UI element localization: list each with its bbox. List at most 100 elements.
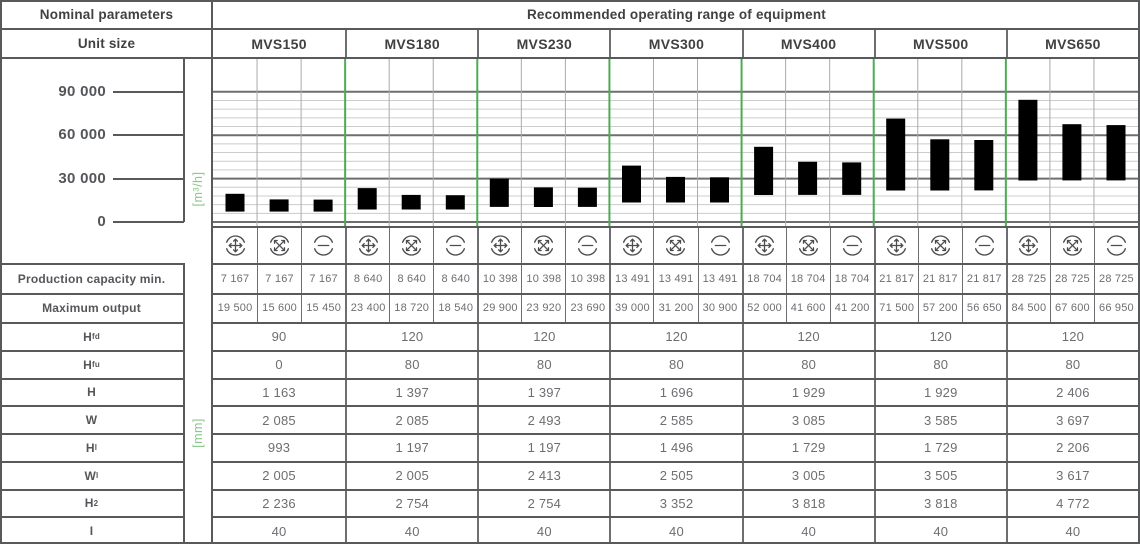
dimension-value: 2 005 <box>262 468 296 484</box>
dimension-value: 1 929 <box>873 379 1006 406</box>
dimension-value: 1 929 <box>741 379 874 406</box>
production-min-value: 7 167 <box>220 272 250 285</box>
dimension-value: 80 <box>873 351 1006 378</box>
dimension-value: 40 <box>741 518 874 544</box>
y-tick-line <box>113 134 184 137</box>
range-bar <box>974 140 994 191</box>
minus-circle-icon <box>974 235 994 256</box>
cross-circle-icon <box>930 235 950 256</box>
plus-circle-icon <box>1019 235 1039 256</box>
dimension-value: 80 <box>477 351 609 378</box>
dimension-value: 120 <box>345 324 477 350</box>
dimension-value: 80 <box>1005 351 1138 378</box>
minus-circle-icon <box>1106 235 1126 256</box>
column-header-mvs650: MVS650 <box>1005 30 1138 57</box>
maximum-output-value: 84 500 <box>1005 294 1050 322</box>
cross-circle-icon <box>270 235 290 256</box>
minus-circle-icon <box>710 235 730 256</box>
maximum-output-values: 19 500 15 600 15 450 23 400 18 720 18 540 29 9… <box>213 292 1138 322</box>
pressure-mode-cell <box>609 228 653 263</box>
range-bar <box>357 188 377 210</box>
dimension-value: 1 197 <box>345 435 477 461</box>
range-bar <box>225 193 245 212</box>
minus-circle-icon <box>314 235 334 256</box>
dimension-row: 2 085 2 085 2 493 2 585 3 085 3 585 3 697 <box>213 405 1138 433</box>
dimension-value: 2 413 <box>477 462 609 489</box>
maximum-output-value: 56 650 <box>961 294 1006 322</box>
pressure-mode-cell <box>741 228 786 263</box>
dimension-value: 1 696 <box>609 379 741 406</box>
pressure-mode-cell <box>961 228 1006 263</box>
production-min-value: 28 725 <box>1093 265 1138 293</box>
y-axis-line <box>183 57 185 222</box>
plus-circle-icon <box>225 235 245 256</box>
pressure-mode-cell <box>917 228 962 263</box>
range-bar <box>533 187 553 207</box>
dimension-value: 1 496 <box>609 435 741 461</box>
minus-circle-icon <box>446 235 466 256</box>
dimension-value: 3 617 <box>1005 462 1138 489</box>
pressure-mode-cell <box>1093 228 1138 263</box>
dimension-value: 1 397 <box>345 379 477 406</box>
production-min-value: 8 640 <box>345 265 389 293</box>
unit-size-header: Unit size <box>77 36 136 51</box>
production-min-value: 28 725 <box>1005 265 1050 293</box>
range-bar <box>666 176 685 203</box>
maximum-output-value: 52 000 <box>741 294 786 322</box>
pressure-mode-cell <box>697 228 742 263</box>
dimension-value: 3 585 <box>873 407 1006 433</box>
dimension-value: 2 406 <box>1005 379 1138 406</box>
column-header-mvs150: MVS150 <box>251 35 307 52</box>
production-min-value: 10 398 <box>521 265 565 293</box>
pressure-mode-cell <box>565 228 609 263</box>
production-min-value: 7 167 <box>301 265 345 293</box>
range-bar <box>622 165 641 203</box>
recommended-range-header: Recommended operating range of equipment <box>213 0 1140 30</box>
range-bar <box>930 139 950 191</box>
maximum-output-value: 57 200 <box>917 294 962 322</box>
range-bar <box>577 187 597 207</box>
pressure-mode-cell <box>213 228 257 263</box>
dimension-value: 2 206 <box>1005 435 1138 461</box>
dimension-value: 80 <box>609 351 741 378</box>
header-divider <box>0 57 1140 59</box>
dimension-value: 2 085 <box>262 412 296 428</box>
production-min-value: 18 704 <box>785 265 830 293</box>
dimension-row: 2 236 2 754 2 754 3 352 3 818 3 818 4 772 <box>213 488 1138 517</box>
production-min-value: 18 704 <box>829 265 874 293</box>
production-min-value: 13 491 <box>697 265 742 293</box>
production-capacity-min-label: Production capacity min. <box>0 263 185 293</box>
range-bar <box>886 118 906 191</box>
dimension-value: 2 005 <box>345 462 477 489</box>
range-bar <box>1062 124 1082 181</box>
production-min-value: 8 640 <box>433 265 477 293</box>
y-tick-label: 60 000 <box>58 126 106 144</box>
maximum-output-value: 15 600 <box>257 294 301 322</box>
pressure-mode-cell <box>1005 228 1050 263</box>
maximum-output-value: 19 500 <box>217 302 253 315</box>
maximum-output-value: 18 720 <box>389 294 433 322</box>
dimension-label-w: W <box>0 405 185 433</box>
dimension-row: 1 163 1 397 1 397 1 696 1 929 1 929 2 406 <box>213 377 1138 406</box>
column-header-mvs500: MVS500 <box>873 30 1006 57</box>
dimension-value: 3 005 <box>741 462 874 489</box>
maximum-output-value: 39 000 <box>609 294 653 322</box>
dimension-value: 2 505 <box>609 462 741 489</box>
dimension-value: 1 729 <box>741 435 874 461</box>
dimension-value: 40 <box>609 518 741 544</box>
y-tick-line <box>113 221 184 223</box>
dimensions-unit-label: [mm] <box>191 418 205 448</box>
cross-circle-icon <box>534 235 554 256</box>
dimension-value: 1 163 <box>262 384 296 400</box>
dimension-value: 40 <box>873 518 1006 544</box>
dimension-value: 4 772 <box>1005 490 1138 517</box>
column-header-mvs180: MVS180 <box>345 30 477 57</box>
maximum-output-value: 41 600 <box>785 294 830 322</box>
dimension-value: 80 <box>345 351 477 378</box>
dimension-value: 80 <box>741 351 874 378</box>
production-min-value: 13 491 <box>609 265 653 293</box>
dimension-row: 993 1 197 1 197 1 496 1 729 1 729 2 206 <box>213 433 1138 461</box>
dimension-value: 2 085 <box>345 407 477 433</box>
